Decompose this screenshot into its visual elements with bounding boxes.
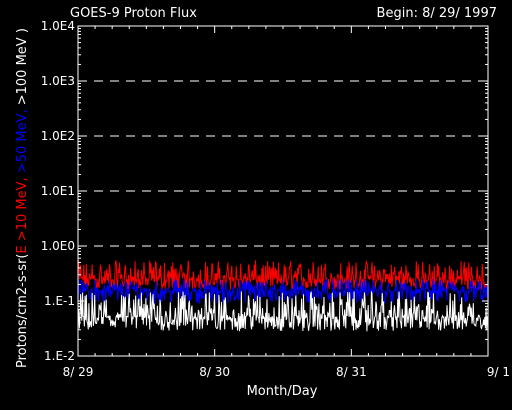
series-line: [77, 291, 489, 332]
x-tick-label: 8/ 30: [199, 365, 230, 379]
y-tick-label: 1.0E3: [41, 74, 75, 88]
y-axis-label: Protons/cm2-s-sr(E >10 MeV, >50 MeV, >10…: [15, 28, 30, 368]
y-tick-label: 1.E-1: [44, 294, 75, 308]
y-tick-labels: 1.0E4 1.0E3 1.0E2 1.0E1 1.0E0 1.E-1 1.E-2: [41, 19, 75, 363]
chart-title: GOES-9 Proton Flux: [70, 6, 197, 21]
y-tick-label: 1.E-2: [44, 349, 75, 363]
y-axis-label-part: E >10 MeV,: [15, 173, 30, 253]
y-tick-label: 1.0E0: [41, 239, 75, 253]
x-tick-label: 9/ 1: [487, 365, 510, 379]
y-axis-label-part: Protons/cm2-s-sr(: [15, 254, 30, 369]
y-tick-label: 1.0E1: [41, 184, 75, 198]
y-axis-label-part: >50 MeV,: [15, 105, 30, 173]
y-tick-label: 1.0E4: [41, 19, 75, 33]
y-tick-label: 1.0E2: [41, 129, 75, 143]
x-tick-label: 8/ 29: [63, 365, 94, 379]
plot-frame: [77, 25, 489, 357]
x-axis-label: Month/Day: [247, 384, 318, 399]
x-tick-label: 8/ 31: [336, 365, 367, 379]
axes: [77, 25, 489, 357]
series-layer: [77, 259, 489, 332]
begin-date-label: Begin: 8/ 29/ 1997: [377, 6, 497, 21]
y-axis-label-part: >100 MeV ): [15, 28, 30, 105]
x-tick-labels: 8/ 29 8/ 30 8/ 31 9/ 1: [63, 365, 510, 379]
grid-lines: [78, 80, 488, 247]
series-line: [77, 279, 489, 304]
